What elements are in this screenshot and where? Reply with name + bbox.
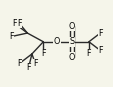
Text: F: F xyxy=(26,63,31,72)
Text: O: O xyxy=(53,37,60,46)
Text: O: O xyxy=(68,22,74,31)
Text: F: F xyxy=(17,59,21,68)
Text: F: F xyxy=(86,49,90,58)
Text: O: O xyxy=(68,53,74,62)
Text: F: F xyxy=(17,19,21,28)
Text: F: F xyxy=(12,19,17,28)
Text: F: F xyxy=(33,59,37,68)
Text: F: F xyxy=(97,29,102,38)
Text: S: S xyxy=(69,37,74,46)
Text: F: F xyxy=(41,49,45,58)
Text: F: F xyxy=(97,46,102,55)
Text: F: F xyxy=(9,32,14,41)
